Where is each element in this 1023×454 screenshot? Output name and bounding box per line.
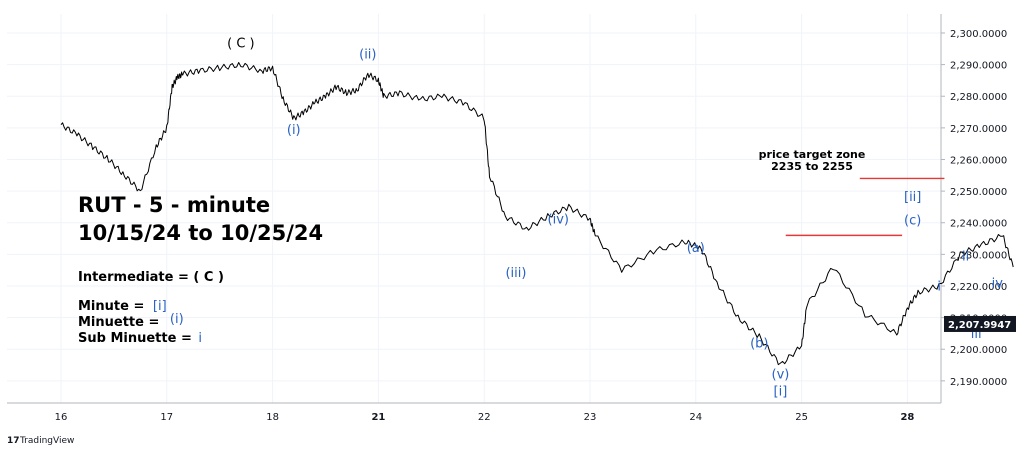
y-tick-label: 2,230.0000 — [950, 250, 1007, 261]
legend-minuette-label: Minuette = — [78, 315, 164, 330]
x-tick-label: 17 — [160, 412, 173, 423]
tradingview-brand: 17 TradingView — [7, 436, 74, 446]
y-tick-label: 2,280.0000 — [950, 92, 1007, 103]
x-tick-labels: 16 17 18 21 22 23 24 25 28 — [55, 412, 915, 423]
reference-lines — [785, 177, 945, 237]
y-tick-label: 2,300.0000 — [950, 29, 1007, 40]
x-tick-label: 24 — [689, 412, 702, 423]
x-tick-label: 22 — [478, 412, 491, 423]
wave-label: [ii] — [904, 190, 921, 205]
price-target-label-2: 2235 to 2255 — [771, 160, 853, 173]
wave-degree-legend: Intermediate = ( C ) Minute = [i] Minuet… — [78, 270, 224, 346]
legend-minuette-row: Minuette = (i) — [78, 312, 184, 330]
price-target-zone: price target zone 2235 to 2255 — [759, 148, 866, 173]
legend-minute-row: Minute = [i] — [78, 299, 167, 314]
wave-label: i — [937, 280, 941, 295]
legend-subminuette-label: Sub Minuette = — [78, 331, 196, 346]
price-series — [60, 62, 1014, 366]
legend-minute-symbol: [i] — [153, 299, 167, 314]
x-tick-label: 16 — [55, 412, 68, 423]
wave-label: (v) — [772, 367, 790, 382]
price-target-label-1: price target zone — [759, 148, 866, 161]
legend-intermediate: Intermediate = ( C ) — [78, 270, 224, 285]
wave-label: (iii) — [505, 266, 526, 281]
axes — [7, 14, 942, 404]
x-tick-label: 28 — [900, 412, 914, 423]
y-tick-label: 2,240.0000 — [950, 219, 1007, 230]
legend-subminuette-symbol: i — [198, 331, 202, 346]
tradingview-brand-text: TradingView — [19, 436, 74, 446]
legend-minuette-symbol: (i) — [170, 312, 184, 327]
x-tick-label: 18 — [266, 412, 279, 423]
grid-lines — [7, 14, 941, 403]
last-price-marker: 2,207.9947 — [944, 315, 1016, 332]
x-tick-label: 21 — [371, 412, 385, 423]
y-tick-label: 2,250.0000 — [950, 187, 1007, 198]
x-tick-label: 25 — [795, 412, 808, 423]
chart-title: RUT - 5 - minute 10/15/24 to 10/25/24 — [78, 193, 323, 245]
wave-label: (a) — [687, 241, 705, 256]
y-tick-label: 2,190.0000 — [950, 377, 1007, 388]
wave-label: (i) — [287, 123, 301, 138]
wave-labels: ( C ) (i) (ii) (iii) (iv) (a) (b) (v) [i] [ii] (c)… — [227, 37, 1003, 400]
tradingview-logo-icon: 17 — [7, 436, 20, 446]
title-line-2: 10/15/24 to 10/25/24 — [78, 221, 323, 245]
y-tick-label: 2,260.0000 — [950, 155, 1007, 166]
y-tick-label: 2,270.0000 — [950, 124, 1007, 135]
wave-label: [i] — [774, 384, 788, 399]
wave-label: (ii) — [359, 48, 376, 63]
wave-label: ( C ) — [227, 37, 255, 52]
price-line — [60, 62, 1014, 366]
y-tick-label: 2,200.0000 — [950, 345, 1007, 356]
y-tick-label: 2,290.0000 — [950, 61, 1007, 72]
wave-label: (iv) — [548, 213, 569, 228]
wave-label: iii — [971, 327, 982, 342]
wave-label: (c) — [904, 213, 921, 228]
last-price-text: 2,207.9947 — [948, 320, 1011, 331]
wave-label: ii — [962, 250, 969, 265]
wave-label: (b) — [750, 337, 768, 352]
wave-label: iv — [992, 277, 1004, 292]
title-line-1: RUT - 5 - minute — [78, 193, 270, 217]
legend-minute-label: Minute = — [78, 299, 149, 314]
legend-subminuette-row: Sub Minuette = i — [78, 331, 202, 346]
x-tick-label: 23 — [584, 412, 597, 423]
y-tick-label: 2,220.0000 — [950, 282, 1007, 293]
last-price-badge — [944, 315, 1016, 332]
